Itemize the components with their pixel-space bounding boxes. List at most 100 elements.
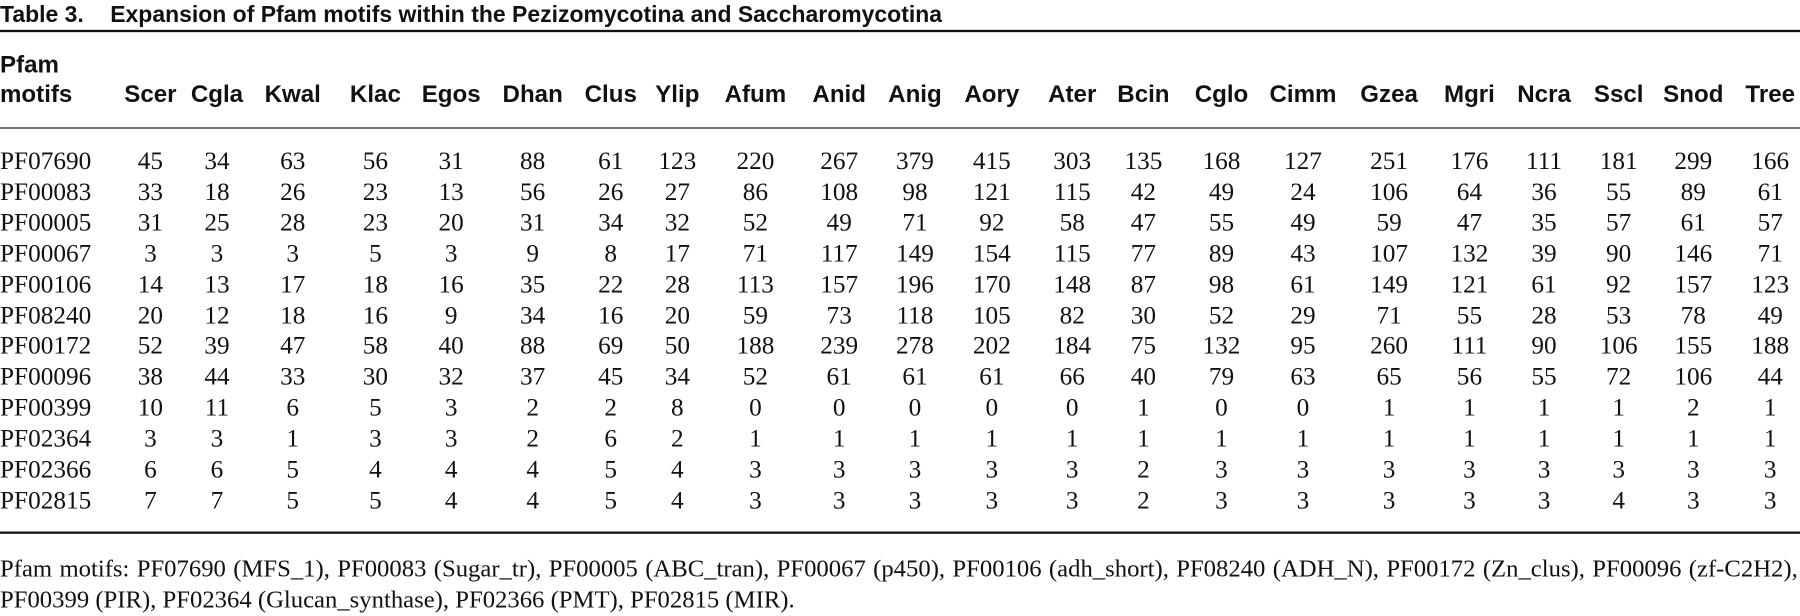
cell: 47 xyxy=(280,331,306,360)
cell: 10 xyxy=(137,392,164,422)
cell: 77 xyxy=(1130,238,1157,268)
cell: 3 xyxy=(908,485,922,515)
cell: 157 xyxy=(1674,269,1713,299)
cell: 123 xyxy=(1751,269,1790,299)
cell: 36 xyxy=(1531,176,1557,206)
cell: 3 xyxy=(908,454,922,484)
cell: 3 xyxy=(444,238,458,268)
cell: 58 xyxy=(1059,207,1085,237)
cell: 106 xyxy=(1599,331,1638,360)
cell: 299 xyxy=(1674,145,1713,175)
cell: 56 xyxy=(1456,361,1483,391)
cell: 3 xyxy=(144,238,157,268)
cell: 35 xyxy=(520,269,546,299)
cell: 3 xyxy=(1763,454,1777,484)
cell: 88 xyxy=(520,145,546,175)
cell: 98 xyxy=(1208,269,1235,299)
cell: 25 xyxy=(204,207,230,237)
cell: 117 xyxy=(820,238,858,268)
cell: 90 xyxy=(1531,331,1557,360)
cell: 106 xyxy=(1370,176,1409,206)
cell: 1 xyxy=(1463,392,1476,422)
cell: 3 xyxy=(985,454,999,484)
header-cell: Pfam motifs xyxy=(0,51,73,108)
cell: 20 xyxy=(664,300,690,329)
cell: 2 xyxy=(526,392,539,422)
cell: 1 xyxy=(1382,392,1396,422)
cell: 37 xyxy=(520,361,546,391)
cell: 52 xyxy=(1208,300,1235,329)
cell: 3 xyxy=(286,238,300,268)
cell: 149 xyxy=(896,238,934,268)
cell: 6 xyxy=(286,392,300,422)
cell: 61 xyxy=(979,361,1005,391)
cell: 55 xyxy=(1531,361,1557,391)
cell: 1 xyxy=(1137,423,1150,453)
cell: 1 xyxy=(1612,392,1625,422)
cell: 1 xyxy=(1215,423,1228,453)
cell: 3 xyxy=(1382,454,1396,484)
cell: 111 xyxy=(1526,145,1563,175)
cell: 5 xyxy=(604,454,618,484)
cell: 0 xyxy=(832,392,846,422)
cell: 78 xyxy=(1680,300,1706,329)
header-cell: Aory xyxy=(964,81,1020,108)
cell: 278 xyxy=(896,331,934,360)
header-cell: Gzea xyxy=(1360,81,1418,108)
cell: 3 xyxy=(1686,454,1700,484)
cell: 79 xyxy=(1208,361,1235,391)
cell: 55 xyxy=(1606,176,1632,206)
cell: 61 xyxy=(902,361,928,391)
cell: 1 xyxy=(1463,423,1476,453)
cell: 35 xyxy=(1531,207,1557,237)
cell: 0 xyxy=(908,392,922,422)
cell: 64 xyxy=(1456,176,1483,206)
cell: 3 xyxy=(369,423,382,453)
cell: 49 xyxy=(1757,300,1783,329)
cell: 267 xyxy=(820,145,859,175)
cell: 0 xyxy=(749,392,762,422)
cell: 3 xyxy=(1215,485,1228,515)
cell: 61 xyxy=(598,145,624,175)
cell: 202 xyxy=(972,331,1011,360)
footnote: Pfam motifs: PF07690 (MFS_1), PF00083 (S… xyxy=(0,554,1798,614)
header-cell: Sscl xyxy=(1593,81,1644,108)
cell: 66 xyxy=(1059,361,1085,391)
cell: 3 xyxy=(985,485,999,515)
cell: 4 xyxy=(526,454,539,484)
cell: 1 xyxy=(1065,423,1079,453)
cell: 92 xyxy=(1606,269,1632,299)
cell: 4 xyxy=(444,485,458,515)
cell: 27 xyxy=(664,176,690,206)
cell: 18 xyxy=(204,176,230,206)
cell: 2 xyxy=(1137,485,1150,515)
header-cell: Tree xyxy=(1745,81,1796,108)
cell: 6 xyxy=(144,454,157,484)
cell: 415 xyxy=(972,145,1011,175)
cell: 38 xyxy=(137,361,164,391)
cell: 22 xyxy=(598,269,624,299)
cell: 8 xyxy=(671,392,684,422)
row-label: PF00399 xyxy=(0,392,92,422)
cell: 8 xyxy=(604,238,618,268)
cell: 45 xyxy=(598,361,624,391)
cell: 16 xyxy=(598,300,624,329)
cell: 2 xyxy=(1686,392,1700,422)
cell: 58 xyxy=(362,331,389,360)
cell: 4 xyxy=(526,485,539,515)
cell: 20 xyxy=(137,300,164,329)
cell: 3 xyxy=(444,392,458,422)
cell: 26 xyxy=(598,176,624,206)
cell: 105 xyxy=(972,300,1011,329)
cell: 39 xyxy=(204,331,230,360)
header-cell: Cimm xyxy=(1269,81,1337,108)
cell: 34 xyxy=(204,145,230,175)
cell: 0 xyxy=(1215,392,1228,422)
cell: 3 xyxy=(144,423,157,453)
cell: 20 xyxy=(438,207,464,237)
cell: 59 xyxy=(742,300,769,329)
cell: 29 xyxy=(1290,300,1316,329)
cell: 65 xyxy=(1376,361,1402,391)
cell: 40 xyxy=(1130,361,1157,391)
